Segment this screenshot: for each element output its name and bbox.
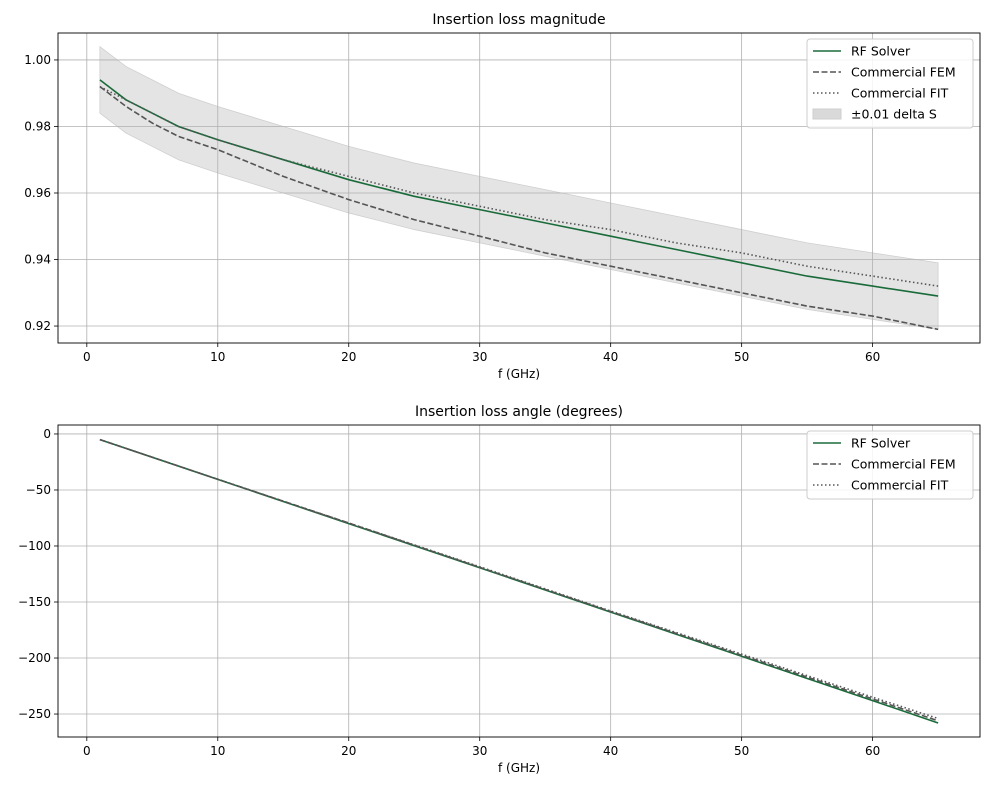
legend-label: Commercial FIT	[851, 86, 949, 101]
series-line-commercial-fem	[99, 85, 939, 331]
x-tick-label: 0	[83, 744, 91, 758]
x-tick-label: 20	[341, 744, 356, 758]
series-line-commercial-fem	[99, 438, 939, 722]
y-tick-label: 0.96	[24, 186, 51, 200]
y-tick-label: 0	[43, 427, 51, 441]
series-line-commercial-fit	[99, 85, 939, 287]
y-tick-label: 0.98	[24, 119, 51, 133]
y-tick-label: −250	[18, 707, 51, 721]
x-axis-label: f (GHz)	[498, 367, 540, 381]
x-tick-label: 60	[865, 744, 880, 758]
x-tick-label: 10	[210, 744, 225, 758]
x-tick-label: 50	[734, 350, 749, 364]
x-tick-label: 50	[734, 744, 749, 758]
legend-box	[806, 38, 974, 129]
x-tick-label: 20	[341, 350, 356, 364]
x-axis-label: f (GHz)	[498, 761, 540, 775]
legend-label: Commercial FIT	[851, 478, 949, 493]
legend-label: Commercial FEM	[851, 65, 956, 80]
chart-2: Insertion loss angle (degrees) 0 10 20 30 40 5…	[18, 404, 981, 775]
x-tick-label: 0	[83, 350, 91, 364]
legend-box	[806, 430, 974, 500]
legend-label: ±0.01 delta S	[851, 107, 937, 122]
x-tick-label: 40	[603, 744, 618, 758]
y-tick-label: −150	[18, 595, 51, 609]
legend-label: RF Solver	[851, 44, 911, 59]
x-tick-label: 40	[603, 350, 618, 364]
legend-swatch	[812, 108, 842, 120]
legend-label: Commercial FEM	[851, 457, 956, 472]
y-tick-label: 0.94	[24, 253, 51, 267]
legend-label: RF Solver	[851, 436, 911, 451]
x-tick-label: 30	[472, 744, 487, 758]
chart-title: Insertion loss magnitude	[432, 12, 605, 28]
y-tick-label: −100	[18, 539, 51, 553]
x-tick-label: 10	[210, 350, 225, 364]
chart-1: Insertion loss magnitude 0 10 20 30 40 50 60 0.9…	[24, 12, 981, 381]
y-tick-label: −200	[18, 651, 51, 665]
x-tick-label: 60	[865, 350, 880, 364]
x-tick-label: 30	[472, 350, 487, 364]
y-tick-label: 1.00	[24, 53, 51, 67]
axes-frame	[57, 32, 981, 344]
legend: RF Solver Commercial FEM Commercial FIT	[806, 430, 974, 500]
y-tick-label: 0.92	[24, 319, 51, 333]
axes-frame	[57, 424, 981, 738]
chart-title: Insertion loss angle (degrees)	[415, 404, 623, 420]
legend: RF Solver Commercial FEM Commercial FIT ±0.…	[806, 38, 974, 129]
y-tick-label: −50	[26, 483, 51, 497]
